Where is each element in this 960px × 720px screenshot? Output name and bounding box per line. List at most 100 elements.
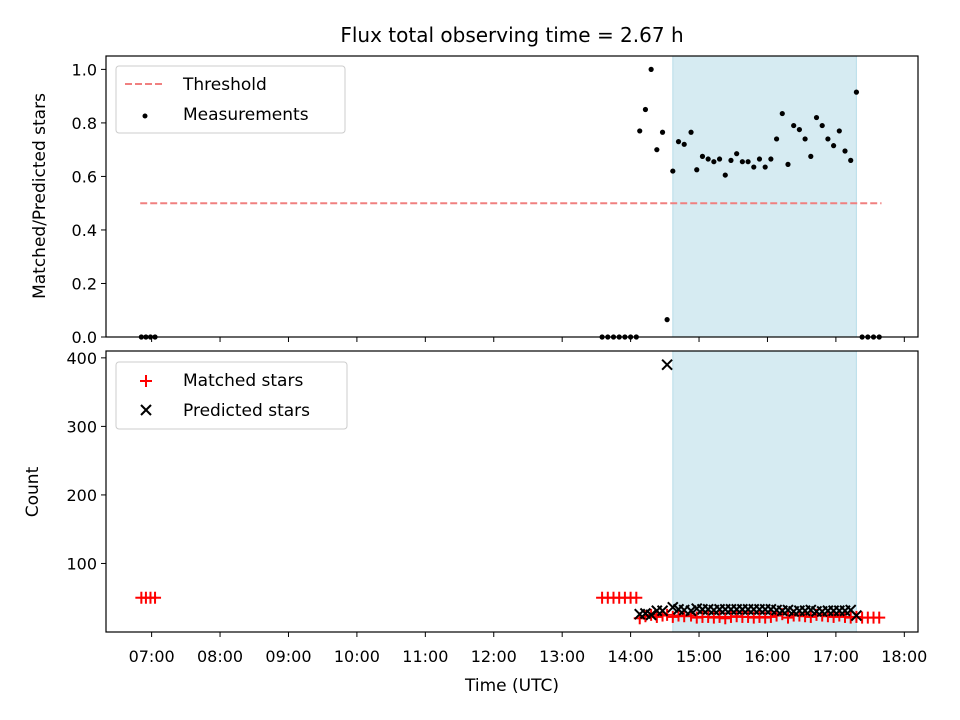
predicted-star-point (656, 605, 669, 617)
measurement-point (825, 136, 831, 142)
predicted-star-point (850, 609, 863, 622)
measurement-point (670, 168, 676, 174)
top-legend-box (115, 65, 346, 134)
bottom-x-tick-label: 17:00 (813, 647, 859, 666)
top-x-ticks (151, 337, 905, 342)
bottom-x-tick-label: 12:00 (471, 647, 517, 666)
measurement-point (642, 106, 649, 113)
bottom-x-label: Time (UTC) (464, 676, 559, 696)
legend-predicted-swatch (140, 404, 152, 416)
bottom-plot-frame (105, 350, 919, 633)
top-y-tick-label: 0.6 (72, 167, 97, 186)
top-y-tick-label: 0.8 (72, 114, 97, 133)
measurement-point (705, 156, 711, 162)
measurement-point (699, 153, 706, 159)
top-y-axis: 0.0 0.2 0.4 0.6 0.8 1.0 (72, 60, 106, 347)
bottom-x-tick-label: 08:00 (197, 647, 243, 666)
measurement-point (728, 157, 734, 163)
bottom-legend: Matched stars Predicted stars (115, 361, 348, 430)
matched-star-point (770, 609, 783, 622)
bottom-x-tick-label: 16:00 (744, 647, 790, 666)
legend-predicted-label: Predicted stars (183, 401, 310, 421)
measurement-point (716, 156, 723, 162)
measurement-point (831, 143, 837, 149)
matched-star-point (781, 611, 794, 624)
matched-star-point (764, 610, 777, 623)
bottom-x-axis: 07:00 08:00 09:00 10:00 11:00 12:00 13:00 14:00… (129, 632, 927, 666)
matched-star-point (149, 591, 162, 604)
bottom-x-tick-label: 14:00 (608, 647, 654, 666)
matched-star-point (666, 610, 679, 623)
measurement-point (659, 129, 666, 135)
measurement-point (813, 114, 820, 121)
top-legend: Threshold Measurements (115, 65, 346, 134)
measurement-point (773, 136, 780, 142)
measurement-point (681, 141, 687, 147)
measurement-point (802, 136, 808, 142)
measurement-point (779, 110, 785, 117)
measurement-point (768, 156, 774, 162)
legend-matched-swatch (140, 375, 152, 387)
matched-star-point (827, 610, 840, 623)
bottom-x-tick-label: 15:00 (676, 647, 722, 666)
measurement-point (711, 159, 717, 165)
legend-measurements-swatch (142, 113, 148, 119)
measurement-point (734, 151, 740, 157)
chart-title: Flux total observing time = 2.67 h (340, 23, 683, 47)
measurement-point (648, 66, 654, 72)
measurement-point (853, 89, 860, 95)
matched-star-point (630, 591, 643, 604)
bottom-shaded-span (672, 350, 857, 633)
measurement-point (745, 159, 751, 165)
bottom-y-tick-label: 300 (66, 417, 97, 436)
bottom-x-tick-label: 09:00 (265, 647, 311, 666)
measurement-point (791, 122, 797, 129)
measurement-point (654, 147, 660, 153)
matched-star-point (719, 612, 732, 625)
measurement-point (751, 164, 757, 170)
measurement-point (688, 129, 694, 135)
matched-star-point (804, 610, 817, 623)
bottom-x-tick-label: 10:00 (334, 647, 380, 666)
bottom-legend-box (115, 361, 348, 430)
matched-star-point (713, 610, 726, 623)
predicted-stars-series (634, 359, 863, 622)
bottom-y-label: Count (23, 466, 43, 517)
bottom-y-tick-label: 200 (66, 486, 97, 505)
predicted-star-point (645, 609, 657, 621)
matched-star-point (873, 611, 886, 624)
bottom-panel: 100 200 300 400 07:00 08:00 09:00 10:00 11:00 12… (23, 349, 927, 696)
measurement-point (842, 148, 848, 154)
top-y-label: Matched/Predicted stars (30, 93, 50, 299)
top-shaded-span (672, 55, 857, 338)
matched-stars-series (135, 591, 886, 625)
measurement-point (785, 161, 791, 167)
legend-threshold-label: Threshold (182, 75, 267, 95)
measurement-point (756, 156, 763, 162)
top-plot-frame (105, 55, 919, 338)
measurement-point (694, 167, 700, 173)
bottom-y-tick-label: 100 (66, 554, 97, 573)
bottom-x-tick-label: 13:00 (539, 647, 585, 666)
bottom-x-tick-label: 11:00 (402, 647, 448, 666)
measurement-point (848, 157, 854, 163)
top-y-tick-label: 0.4 (72, 221, 97, 240)
measurement-point (675, 139, 682, 145)
measurement-point (739, 159, 745, 165)
legend-matched-label: Matched stars (183, 371, 303, 391)
predicted-star-point (661, 359, 673, 371)
bottom-x-tick-label: 07:00 (129, 647, 175, 666)
measurement-point (762, 164, 768, 170)
bottom-y-tick-label: 400 (66, 349, 97, 368)
bottom-x-tick-label: 18:00 (881, 647, 927, 666)
legend-measurements-label: Measurements (183, 105, 309, 125)
bottom-y-axis: 100 200 300 400 (66, 349, 106, 573)
top-y-tick-label: 0.2 (72, 274, 97, 293)
measurement-point (836, 128, 842, 134)
measurement-point (722, 172, 728, 178)
measurement-point (808, 153, 814, 159)
measurement-point (796, 126, 802, 133)
measurement-point (819, 122, 825, 129)
measurement-point (637, 128, 643, 134)
